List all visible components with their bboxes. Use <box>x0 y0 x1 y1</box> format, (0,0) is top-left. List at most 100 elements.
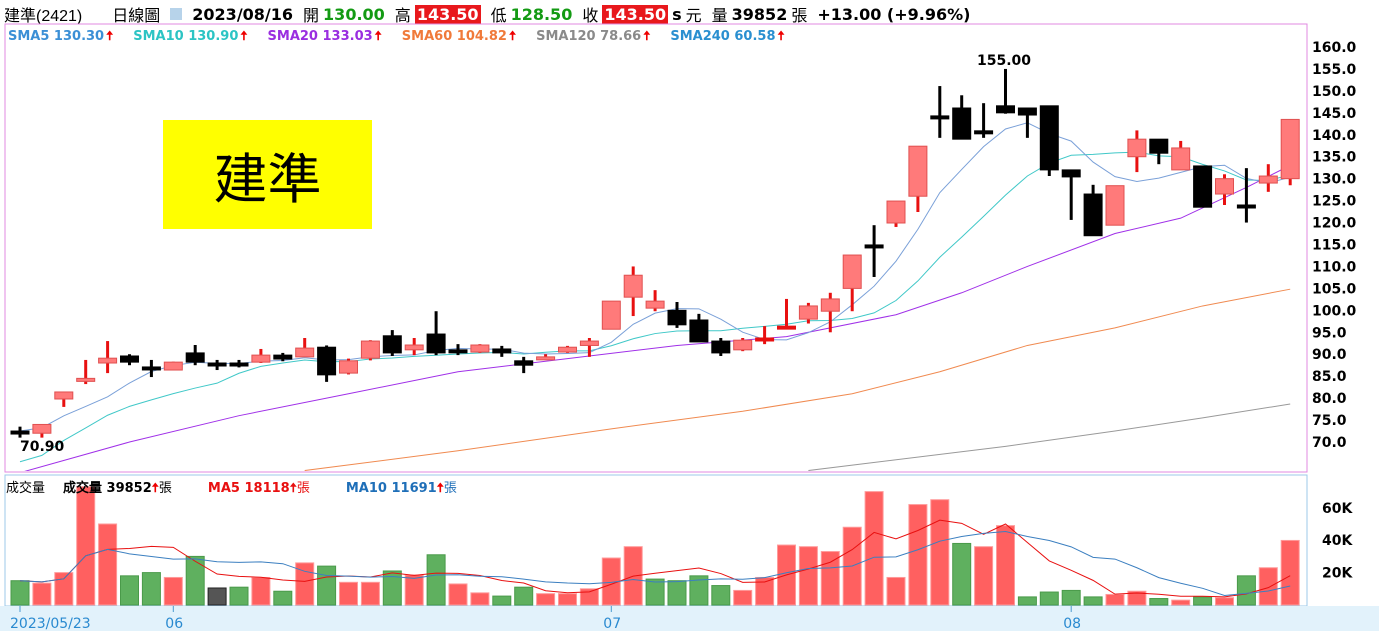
price-tick-label: 160.0 <box>1312 40 1357 56</box>
price-tick-label: 105.0 <box>1312 281 1357 297</box>
volume-bar <box>930 499 950 606</box>
volume-bar <box>207 587 227 606</box>
sma-value: SMA10 130.90 <box>133 29 239 44</box>
volume-bar <box>886 576 906 606</box>
volume-ma5: MA5 18118 <box>207 481 290 496</box>
candle-body <box>711 340 731 354</box>
volume-bar <box>76 486 96 606</box>
period-dropdown[interactable] <box>170 8 183 20</box>
volume-ma5-unit: 張 <box>296 481 310 496</box>
volume-bar <box>1061 589 1081 606</box>
price-tick-label: 155.0 <box>1312 62 1357 78</box>
arrow-up-icon: 🠅 <box>777 29 785 44</box>
volume-bar <box>689 575 709 606</box>
volume-bar <box>1083 596 1103 606</box>
sma-value: SMA60 104.82 <box>401 29 507 44</box>
volume-bar <box>273 590 293 606</box>
volume-bar <box>667 580 687 606</box>
x-tick-label: 07 <box>603 616 621 631</box>
candle-body <box>185 352 205 363</box>
candle-body <box>448 349 468 354</box>
x-tick-label: 08 <box>1063 616 1081 631</box>
volume-bar <box>120 575 139 606</box>
volume-bar <box>1193 596 1213 606</box>
volume-legend: 成交量 成交量 39852🠅張 MA5 18118🠅張 MA10 11691🠅張 <box>6 477 493 501</box>
volume-ma10-unit: 張 <box>443 481 457 496</box>
volume-bar <box>295 562 315 606</box>
volume-bar <box>1105 593 1125 606</box>
candle-body <box>317 346 337 376</box>
price-tick-label: 100.0 <box>1312 303 1357 319</box>
volume-bar <box>382 570 402 606</box>
volume-bar <box>1258 567 1278 606</box>
sma60-line <box>304 288 1291 471</box>
arrow-up-icon: 🠅 <box>240 29 248 44</box>
volume-bar <box>1149 598 1169 606</box>
volume-tick-label: 20K <box>1322 566 1353 582</box>
candle-body <box>558 346 577 353</box>
volume-bar <box>864 491 884 606</box>
open-value: 130.00 <box>323 4 385 24</box>
candle-body <box>251 354 271 363</box>
candle-body <box>10 430 30 435</box>
volume-bar <box>1171 599 1191 606</box>
candle-body <box>755 337 775 342</box>
x-tick-label: 2023/05/23 <box>10 616 91 631</box>
volume-bar <box>579 588 599 606</box>
volume-bar <box>1280 539 1300 606</box>
volume-bar <box>141 572 161 606</box>
candle-body <box>1039 105 1059 171</box>
volume-bar <box>952 542 972 606</box>
volume-bar <box>996 525 1015 606</box>
volume-bar <box>339 581 358 606</box>
volume-bar <box>185 555 205 606</box>
period-label: 日線圖 <box>112 8 161 25</box>
candle-body <box>579 340 599 346</box>
volume-ma10: MA10 11691 <box>345 481 437 496</box>
candle-body <box>229 362 249 367</box>
price-plot <box>10 68 1300 471</box>
candle-body <box>404 344 424 351</box>
volume-bar <box>32 582 52 606</box>
unit-s: s <box>672 4 682 24</box>
candle-body <box>601 300 621 330</box>
volume-bar <box>229 586 249 606</box>
price-tick-label: 115.0 <box>1312 238 1357 254</box>
candle-body <box>360 340 380 359</box>
candle-body <box>207 362 227 367</box>
price-tick-label: 95.0 <box>1312 325 1347 341</box>
sma-legend-item: SMA10 130.90 🠅 <box>133 27 247 49</box>
sma-legend-item: SMA240 60.58 🠅 <box>670 27 784 49</box>
sma-legend: SMA5 130.30 🠅 SMA10 130.90 🠅 SMA20 133.03 🠅 SM… <box>8 27 805 49</box>
volume-bar <box>54 572 74 606</box>
volume-bar <box>448 583 468 606</box>
candle-body <box>1236 204 1256 209</box>
volume-bar <box>1236 575 1256 606</box>
candle-body <box>54 391 74 400</box>
volume-bar <box>163 576 183 606</box>
candle-body <box>1105 185 1125 226</box>
price-tick-label: 120.0 <box>1312 216 1357 232</box>
volume-bar <box>98 523 118 606</box>
price-tick-label: 90.0 <box>1312 347 1347 363</box>
candle-body <box>1149 138 1169 154</box>
volume-ma5-line <box>19 519 1291 598</box>
candle-body <box>1017 107 1037 116</box>
candle-body <box>864 244 884 249</box>
volume-title: 成交量 <box>6 481 46 496</box>
arrow-up-icon: 🠅 <box>436 481 444 496</box>
candle-body <box>842 254 862 289</box>
price-tick-label: 85.0 <box>1312 369 1347 385</box>
volume-bar <box>908 504 928 606</box>
sma-value: SMA5 130.30 <box>8 29 105 44</box>
volume-bar <box>426 554 446 606</box>
low-label: 低 <box>490 8 507 25</box>
volume-legend-unit: 張 <box>158 481 172 496</box>
volume-bar <box>711 585 731 606</box>
volume-value: 39852 <box>731 4 788 24</box>
sma120-line <box>808 403 1291 471</box>
volume-label: 量 <box>711 8 728 25</box>
arrow-up-icon: 🠅 <box>643 29 651 44</box>
price-tick-label: 150.0 <box>1312 84 1357 100</box>
